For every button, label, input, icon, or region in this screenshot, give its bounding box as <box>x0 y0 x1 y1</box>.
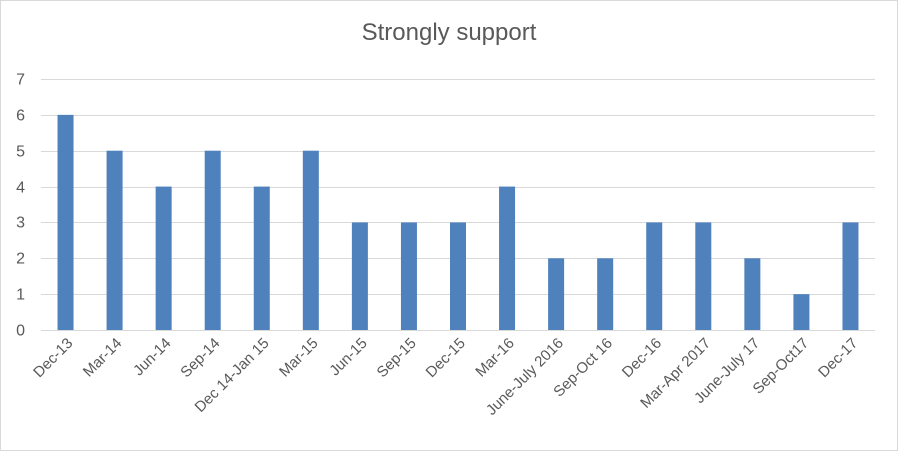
y-tick-label: 4 <box>16 180 25 197</box>
x-tick-label: Mar-16 <box>472 335 518 381</box>
bar <box>351 222 368 330</box>
y-tick-label: 3 <box>16 215 25 232</box>
bar <box>499 186 516 330</box>
bar <box>57 114 74 330</box>
bar <box>646 222 663 330</box>
y-tick-label: 6 <box>16 108 25 125</box>
chart-title: Strongly support <box>361 19 537 46</box>
bar <box>106 150 123 330</box>
y-tick-label: 2 <box>16 251 25 268</box>
y-tick-label: 5 <box>16 144 25 161</box>
bar <box>155 186 172 330</box>
y-tick-label: 7 <box>16 72 25 89</box>
y-tick-label: 1 <box>16 287 25 304</box>
x-tick-label: Jun-14 <box>130 335 174 379</box>
bar <box>302 150 319 330</box>
bar <box>842 222 859 330</box>
bar <box>695 222 712 330</box>
x-tick-label: Dec-15 <box>423 335 469 381</box>
x-tick-label: Dec-13 <box>30 335 76 381</box>
x-tick-label: Mar-14 <box>80 335 126 381</box>
bar <box>597 258 614 330</box>
bar <box>793 294 810 330</box>
x-tick-label: Dec-16 <box>619 335 665 381</box>
bar <box>204 150 221 330</box>
x-tick-label: Sep-14 <box>177 335 223 381</box>
y-tick-label: 0 <box>16 323 25 340</box>
x-tick-label: Mar-15 <box>276 335 322 381</box>
x-tick-label: Dec-17 <box>815 335 861 381</box>
bar <box>548 258 565 330</box>
bar <box>744 258 761 330</box>
bar <box>253 186 270 330</box>
x-tick-label: Sep-15 <box>374 335 420 381</box>
x-tick-label: Jun-15 <box>326 335 370 379</box>
bar <box>400 222 417 330</box>
bar <box>450 222 466 330</box>
